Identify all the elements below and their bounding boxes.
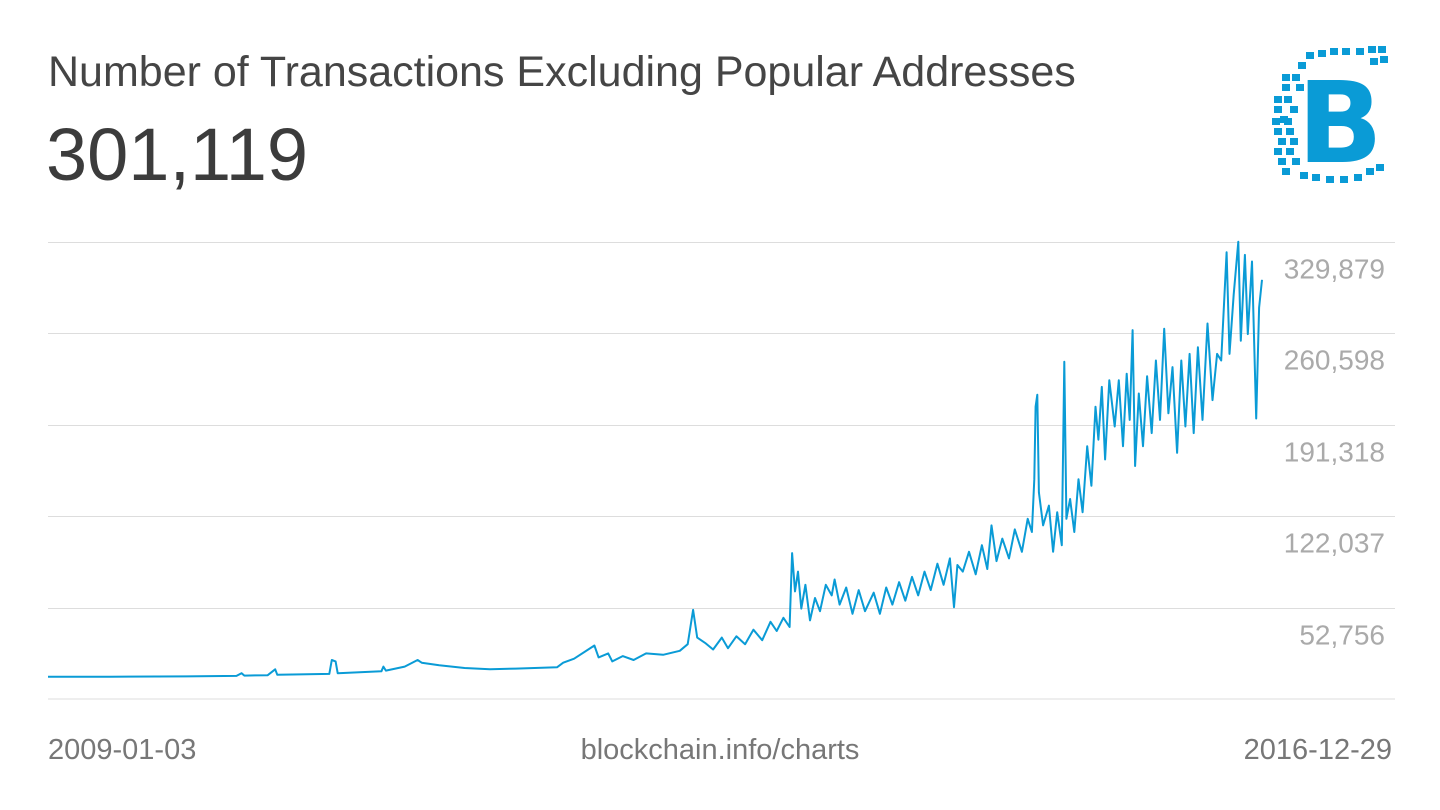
logo-square [1274, 128, 1282, 135]
logo-square [1340, 176, 1348, 183]
logo-square [1380, 56, 1388, 63]
logo-square [1368, 46, 1376, 53]
logo-square [1306, 52, 1314, 59]
x-end-label: 2016-12-29 [1243, 734, 1392, 766]
logo-square [1274, 96, 1282, 103]
y-tick-label: 191,318 [1284, 437, 1385, 468]
logo-square [1318, 50, 1326, 57]
logo-square [1282, 74, 1290, 81]
logo-square [1376, 164, 1384, 171]
logo-square [1370, 58, 1378, 65]
logo-squares [1272, 46, 1388, 183]
logo-square [1292, 158, 1300, 165]
logo-square [1278, 138, 1286, 145]
logo-square [1342, 48, 1350, 55]
logo-square [1282, 84, 1290, 91]
y-tick-label: 260,598 [1284, 345, 1385, 376]
y-tick-label: 122,037 [1284, 528, 1385, 559]
logo-square [1284, 96, 1292, 103]
logo-square [1356, 48, 1364, 55]
logo-square [1282, 168, 1290, 175]
chart-title: Number of Transactions Excluding Popular… [48, 48, 1076, 96]
logo-square [1296, 84, 1304, 91]
blockchain-logo-icon: B [1272, 46, 1388, 184]
logo-square [1286, 128, 1294, 135]
logo-square [1366, 168, 1374, 175]
logo-square [1292, 74, 1300, 81]
logo-square [1284, 118, 1292, 125]
logo-square [1274, 148, 1282, 155]
logo-square [1298, 62, 1306, 69]
logo-square [1312, 174, 1320, 181]
logo-square [1272, 118, 1280, 125]
logo-letter: B [1297, 59, 1382, 184]
y-tick-label: 52,756 [1299, 620, 1385, 651]
series-line [47, 240, 1263, 678]
source-link[interactable]: blockchain.info/charts [580, 734, 860, 766]
logo-square [1378, 46, 1386, 53]
y-tick-label: 329,879 [1284, 254, 1385, 285]
x-start-label: 2009-01-03 [48, 734, 197, 766]
current-value: 301,119 [46, 113, 308, 196]
logo-square [1326, 176, 1334, 183]
logo-square [1286, 148, 1294, 155]
logo-square [1330, 48, 1338, 55]
logo-square [1300, 172, 1308, 179]
logo-square [1290, 138, 1298, 145]
logo-square [1274, 106, 1282, 113]
logo-square [1278, 158, 1286, 165]
logo-square [1354, 174, 1362, 181]
logo-square [1290, 106, 1298, 113]
